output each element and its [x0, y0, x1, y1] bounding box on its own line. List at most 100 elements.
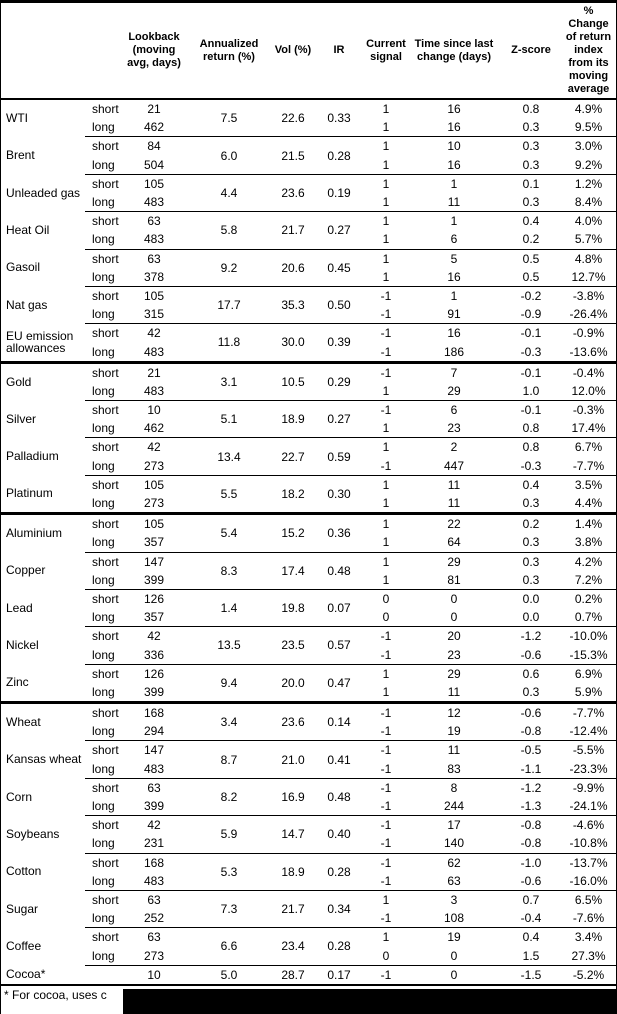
- table-row: Gold short 21 3.1 10.5 0.29 -1 7 -0.1 -0.4%: [1, 360, 616, 401]
- signal-value: 0: [382, 948, 390, 963]
- signal-value: 1: [382, 535, 390, 550]
- ir-value: 0.57: [313, 626, 365, 665]
- zscore-value: 0.0: [501, 588, 561, 609]
- vol-value: 18.2: [273, 474, 313, 514]
- commodity-name: Unleaded gas: [6, 185, 81, 200]
- signal-value: 1: [365, 437, 407, 457]
- footnote-text: * For cocoa, uses c: [4, 987, 107, 1002]
- commodity-name: Zinc: [6, 675, 29, 690]
- vol-value: 21.0: [273, 740, 313, 779]
- col-header-vol: Vol (%): [273, 3, 313, 100]
- zscore-value: 0.4: [501, 474, 561, 494]
- table-row: Coffee short 63 6.6 23.4 0.28 1 19 0.4 3.4%: [1, 927, 616, 966]
- pct-change-value: 17.4%: [571, 421, 606, 436]
- vol-value: 15.2: [273, 512, 313, 552]
- position-label: short: [85, 474, 123, 494]
- pct-change-value: 6.5%: [561, 889, 616, 910]
- ir-value: 0.29: [313, 360, 365, 401]
- position-label: long: [92, 572, 115, 587]
- time-since-value: 29: [447, 383, 461, 398]
- position-label: long: [92, 761, 115, 776]
- signal-value: 1: [365, 512, 407, 534]
- ir-value: 0.59: [313, 437, 365, 476]
- table-row: Kansas wheat short 147 8.7 21.0 0.41 -1 11 -0.5-…: [1, 740, 616, 779]
- time-since-value: 62: [407, 852, 501, 872]
- zscore-value: -0.8: [501, 815, 561, 835]
- pct-change-value: 6.9%: [561, 663, 616, 683]
- signal-value: -1: [380, 724, 392, 739]
- position-label: long: [92, 873, 115, 888]
- signal-value: -1: [380, 836, 392, 851]
- zscore-value: -0.8: [520, 724, 542, 739]
- vol-value: 21.5: [273, 136, 313, 175]
- position-label: short: [85, 927, 123, 947]
- table-row: long 273 0 0 1.5 27.3%: [1, 946, 616, 965]
- ir-value: 0.45: [313, 248, 365, 287]
- pct-change-value: 3.5%: [561, 474, 616, 494]
- annualized-return-value: 5.8: [185, 211, 273, 249]
- col-header-zscore: Z-score: [501, 3, 561, 100]
- vol-value: 23.5: [273, 626, 313, 665]
- annualized-return-value: 6.6: [185, 927, 273, 966]
- table-row: long 399 1 11 0.3 5.9%: [1, 683, 616, 703]
- time-since-value: 1: [407, 173, 501, 193]
- ir-value: 0.07: [313, 588, 365, 627]
- position-label: short: [85, 98, 123, 119]
- vol-value: 28.7: [273, 964, 313, 984]
- zscore-value: 0.7: [501, 889, 561, 910]
- table-row: Corn short 63 8.2 16.9 0.48 -1 8 -1.2 -9.9%: [1, 777, 616, 816]
- vol-value: 10.5: [273, 360, 313, 401]
- corner-header: [1, 3, 123, 100]
- signal-value: 1: [365, 551, 407, 571]
- vol-value: 14.7: [273, 815, 313, 853]
- annualized-return-value: 5.5: [185, 474, 273, 514]
- commodity-name: Sugar: [6, 901, 39, 916]
- time-since-value: 7: [407, 360, 501, 382]
- table-row: long 252 -1 108 -0.4 -7.6%: [1, 909, 616, 928]
- pct-change-value: -24.1%: [569, 799, 608, 814]
- pct-change-value: -23.3%: [569, 761, 608, 776]
- ir-value: 0.14: [313, 700, 365, 741]
- signal-value: -1: [365, 626, 407, 646]
- vol-value: 23.6: [273, 173, 313, 212]
- table-row: long 462 1 23 0.8 17.4%: [1, 419, 616, 438]
- time-since-value: 11: [407, 474, 501, 494]
- signal-value: -1: [380, 647, 392, 662]
- ir-value: 0.48: [313, 551, 365, 590]
- pct-change-value: 12.7%: [571, 269, 606, 284]
- pct-change-value: 3.8%: [574, 535, 603, 550]
- table-row: Nickel short 42 13.5 23.5 0.57 -1 20 -1.2 -10.0%: [1, 626, 616, 665]
- lookback-value: 273: [143, 458, 165, 473]
- zscore-value: 0.3: [522, 195, 540, 210]
- lookback-value: 273: [143, 496, 165, 511]
- table-row: Silver short 10 5.1 18.9 0.27 -1 6 -0.1 -0.3%: [1, 399, 616, 438]
- table-row: long 357 1 64 0.3 3.8%: [1, 533, 616, 552]
- zscore-value: 0.3: [501, 551, 561, 571]
- time-since-value: 16: [447, 157, 461, 172]
- position-label: [85, 964, 123, 984]
- table-row: Cotton short 168 5.3 18.9 0.28 -1 62 -1.0 -13.7%: [1, 852, 616, 891]
- time-since-value: 8: [407, 777, 501, 797]
- pct-change-value: 4.9%: [561, 98, 616, 119]
- vol-value: 23.4: [273, 927, 313, 966]
- time-since-value: 0: [450, 610, 458, 625]
- pct-change-value: -12.4%: [569, 724, 608, 739]
- lookback-value: 399: [143, 572, 165, 587]
- time-since-value: 83: [447, 761, 461, 776]
- pct-change-value: 3.4%: [561, 927, 616, 947]
- zscore-value: 0.8: [501, 98, 561, 119]
- position-label: long: [92, 535, 115, 550]
- commodity-name: Gold: [1, 360, 85, 401]
- signal-value: -1: [365, 400, 407, 420]
- table-row: long 483 1 6 0.2 5.7%: [1, 230, 616, 249]
- position-label: short: [85, 815, 123, 835]
- position-label: long: [92, 684, 115, 699]
- signal-value: -1: [380, 911, 392, 926]
- commodity-name: Cotton: [6, 864, 42, 879]
- position-label: long: [92, 836, 115, 851]
- table-row: Platinum short 105 5.5 18.2 0.30 1 11 0.4 3.5%: [1, 474, 616, 514]
- position-label: short: [85, 663, 123, 683]
- zscore-value: -0.1: [501, 360, 561, 382]
- lookback-value: 42: [123, 323, 185, 343]
